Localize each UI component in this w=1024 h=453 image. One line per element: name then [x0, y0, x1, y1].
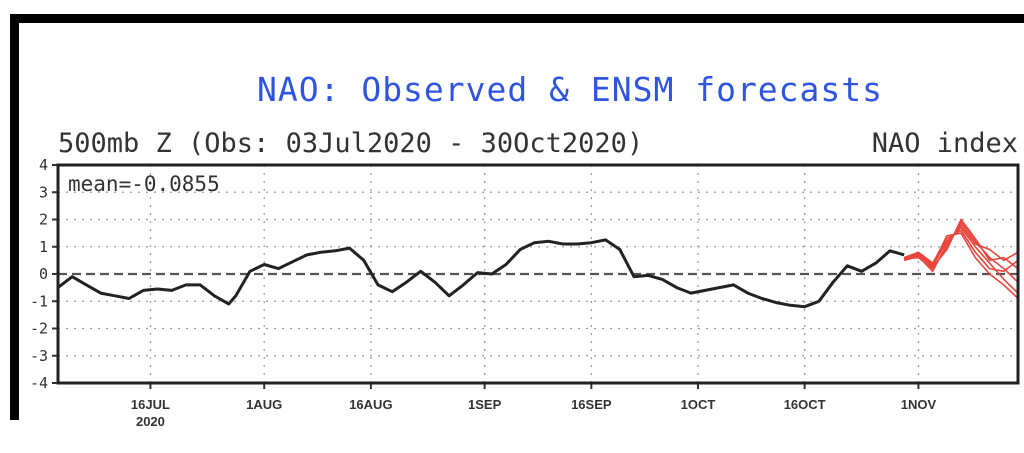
- y-axis: -4 -3 -2 -1 0 1 2 3 4: [30, 156, 58, 392]
- y-tick-label: -1: [30, 292, 48, 310]
- observed-series-line: [57, 238, 905, 309]
- y-tick-label: 0: [39, 265, 48, 283]
- chart-subtitle: 500mb Z (Obs: 03Jul2020 - 30Oct2020): [58, 128, 644, 159]
- y-tick-label: 2: [39, 211, 48, 229]
- y-tick-label: 4: [39, 156, 48, 174]
- x-tick-label: 1NOV: [901, 397, 937, 412]
- index-label: NAO index: [871, 128, 1018, 159]
- x-tick-label: 1OCT: [681, 397, 716, 412]
- x-tick-label: 1AUG: [246, 397, 282, 412]
- forecast-member-line: [903, 229, 1019, 273]
- x-tick-label: 16SEP: [571, 397, 612, 412]
- x-tick-sub-label: 2020: [136, 414, 165, 429]
- frame-left-border: [10, 14, 19, 420]
- y-tick-label: 3: [39, 183, 48, 201]
- grid: [58, 165, 1018, 383]
- forecast-member-line: [903, 232, 1019, 300]
- forecast-member-line: [904, 218, 1019, 270]
- frame-top-border: [10, 14, 1024, 23]
- x-tick-label: 16JUL: [131, 397, 170, 412]
- y-tick-label: -3: [30, 347, 48, 365]
- x-tick-label: 1SEP: [468, 397, 502, 412]
- x-tick-label: 16AUG: [349, 397, 392, 412]
- x-axis: 16JUL 2020 1AUG 16AUG 1SEP 16SEP 1OCT 16OCT 1NOV: [131, 383, 937, 429]
- y-tick-label: 1: [39, 238, 48, 256]
- y-tick-label: -2: [30, 320, 48, 338]
- y-tick-label: -4: [30, 374, 48, 392]
- forecast-member-line: [903, 224, 1019, 273]
- forecast-members: [903, 218, 1019, 300]
- x-tick-label: 16OCT: [784, 397, 826, 412]
- chart-title: NAO: Observed & ENSM forecasts: [256, 70, 884, 109]
- plot-border: [56, 163, 1020, 385]
- mean-label: mean=-0.0855: [68, 172, 220, 196]
